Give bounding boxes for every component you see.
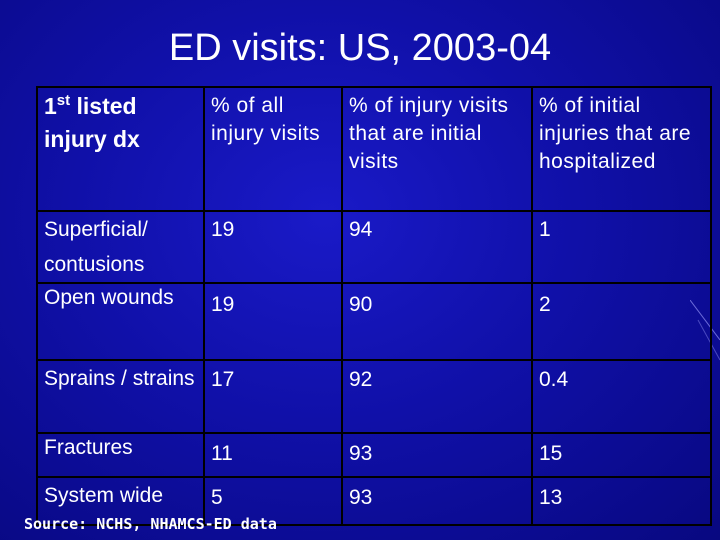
header-pct-initial: % of injury visits that are initial visi… xyxy=(341,86,533,212)
row-pct-initial: 93 xyxy=(341,432,533,478)
source-note: Source: NCHS, NHAMCS-ED data xyxy=(24,515,277,533)
row-pct-all: 19 xyxy=(203,282,343,361)
header-dx: 1st listed injury dx xyxy=(36,86,205,212)
header-dx-num: 1 xyxy=(44,93,57,119)
injury-table: 1st listed injury dx % of all injury vis… xyxy=(36,86,712,526)
row-pct-initial: 94 xyxy=(341,210,533,284)
row-pct-initial: 93 xyxy=(341,476,533,526)
row-pct-all: 17 xyxy=(203,359,343,434)
row-pct-all: 11 xyxy=(203,432,343,478)
row-dx: System wide xyxy=(36,476,205,526)
row-dx: Open wounds xyxy=(36,282,205,361)
row-pct-hospitalized: 0.4 xyxy=(531,359,712,434)
header-pct-hospitalized: % of initial injuries that are hospitali… xyxy=(531,86,712,212)
table-row: Sprains / strains 17 92 0.4 xyxy=(36,359,712,434)
row-pct-hospitalized: 13 xyxy=(531,476,712,526)
header-dx-rest: listed injury dx xyxy=(44,93,140,152)
slide-title: ED visits: US, 2003-04 xyxy=(168,27,552,69)
header-dx-sup: st xyxy=(56,92,71,109)
table-row: Superficial/ contusions 19 94 1 xyxy=(36,210,712,284)
row-dx: Sprains / strains xyxy=(36,359,205,434)
row-pct-all: 19 xyxy=(203,210,343,284)
table-row: Fractures 11 93 15 xyxy=(36,432,712,478)
row-pct-hospitalized: 15 xyxy=(531,432,712,478)
row-pct-initial: 90 xyxy=(341,282,533,361)
row-pct-initial: 92 xyxy=(341,359,533,434)
row-pct-all: 5 xyxy=(203,476,343,526)
row-pct-hospitalized: 2 xyxy=(531,282,712,361)
table-row: System wide 5 93 13 xyxy=(36,476,712,526)
row-dx: Fractures xyxy=(36,432,205,478)
row-pct-hospitalized: 1 xyxy=(531,210,712,284)
table-header-row: 1st listed injury dx % of all injury vis… xyxy=(36,86,712,212)
row-dx: Superficial/ contusions xyxy=(36,210,205,284)
header-pct-all: % of all injury visits xyxy=(203,86,343,212)
table-row: Open wounds 19 90 2 xyxy=(36,282,712,361)
